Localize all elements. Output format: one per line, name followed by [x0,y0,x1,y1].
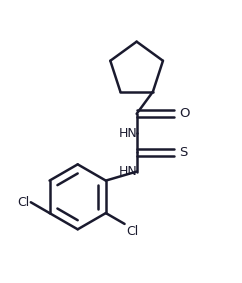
Text: S: S [179,146,188,159]
Text: Cl: Cl [126,225,138,238]
Text: HN: HN [119,127,138,140]
Text: HN: HN [119,165,138,178]
Text: O: O [179,107,190,120]
Text: Cl: Cl [17,196,30,209]
